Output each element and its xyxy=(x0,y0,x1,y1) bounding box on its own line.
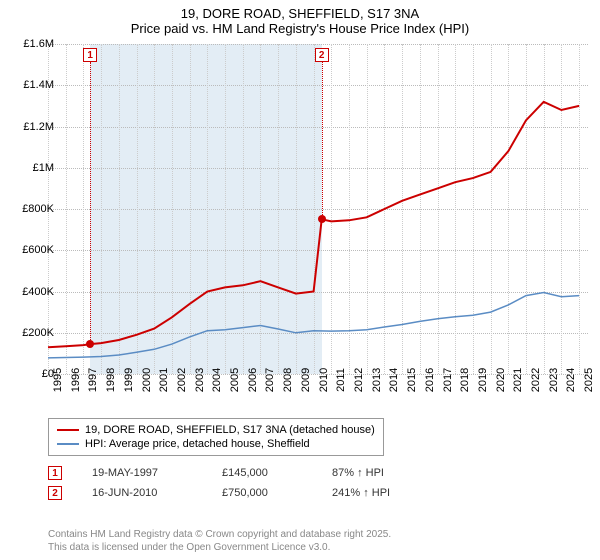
y-tick-label: £800K xyxy=(22,203,54,215)
sale-marker-badge: 2 xyxy=(48,486,62,500)
sale-hpi-delta: 241% ↑ HPI xyxy=(332,487,422,499)
x-tick-label: 2009 xyxy=(300,368,312,392)
x-tick-label: 2025 xyxy=(583,368,595,392)
sale-price: £750,000 xyxy=(222,487,302,499)
x-tick-label: 2004 xyxy=(211,368,223,392)
x-tick-label: 1996 xyxy=(70,368,82,392)
x-tick-label: 2003 xyxy=(194,368,206,392)
x-tick-label: 2018 xyxy=(459,368,471,392)
x-tick-label: 2011 xyxy=(335,368,347,392)
footer-line: This data is licensed under the Open Gov… xyxy=(48,541,391,554)
y-tick-label: £200K xyxy=(22,327,54,339)
sale-date: 19-MAY-1997 xyxy=(92,467,192,479)
y-tick-label: £400K xyxy=(22,286,54,298)
sale-marker-badge: 1 xyxy=(48,466,62,480)
x-tick-label: 2000 xyxy=(141,368,153,392)
x-tick-label: 1998 xyxy=(105,368,117,392)
sale-record-row: 1 19-MAY-1997 £145,000 87% ↑ HPI xyxy=(48,466,422,480)
x-tick-label: 2010 xyxy=(318,368,330,392)
x-tick-label: 2015 xyxy=(406,368,418,392)
x-tick-label: 2007 xyxy=(264,368,276,392)
legend-swatch xyxy=(57,443,79,445)
x-tick-label: 2024 xyxy=(565,368,577,392)
chart-lines xyxy=(48,44,588,374)
x-tick-label: 1999 xyxy=(123,368,135,392)
legend-swatch xyxy=(57,429,79,431)
x-tick-label: 2001 xyxy=(158,368,170,392)
x-tick-label: 2021 xyxy=(512,368,524,392)
x-tick-label: 2012 xyxy=(353,368,365,392)
legend-row: 19, DORE ROAD, SHEFFIELD, S17 3NA (detac… xyxy=(57,423,375,437)
sale-marker-flag: 2 xyxy=(315,48,329,62)
x-tick-label: 1995 xyxy=(52,368,64,392)
sale-price: £145,000 xyxy=(222,467,302,479)
sale-records: 1 19-MAY-1997 £145,000 87% ↑ HPI 2 16-JU… xyxy=(48,466,422,506)
sale-marker-flag: 1 xyxy=(83,48,97,62)
legend-row: HPI: Average price, detached house, Shef… xyxy=(57,437,375,451)
chart-area: 12 xyxy=(48,44,588,374)
sale-date: 16-JUN-2010 xyxy=(92,487,192,499)
y-tick-label: £600K xyxy=(22,244,54,256)
legend-label: HPI: Average price, detached house, Shef… xyxy=(85,438,310,450)
legend: 19, DORE ROAD, SHEFFIELD, S17 3NA (detac… xyxy=(48,418,384,456)
x-tick-label: 2008 xyxy=(282,368,294,392)
footer-line: Contains HM Land Registry data © Crown c… xyxy=(48,528,391,541)
x-tick-label: 2006 xyxy=(247,368,259,392)
title-block: 19, DORE ROAD, SHEFFIELD, S17 3NA Price … xyxy=(0,0,600,38)
y-tick-label: £1.2M xyxy=(23,121,54,133)
x-tick-label: 2005 xyxy=(229,368,241,392)
y-tick-label: £1M xyxy=(33,162,54,174)
chart-container: 19, DORE ROAD, SHEFFIELD, S17 3NA Price … xyxy=(0,0,600,560)
x-tick-label: 2023 xyxy=(548,368,560,392)
x-tick-label: 2002 xyxy=(176,368,188,392)
x-tick-label: 2017 xyxy=(442,368,454,392)
legend-label: 19, DORE ROAD, SHEFFIELD, S17 3NA (detac… xyxy=(85,424,375,436)
x-tick-label: 2013 xyxy=(371,368,383,392)
x-tick-label: 2019 xyxy=(477,368,489,392)
title-line1: 19, DORE ROAD, SHEFFIELD, S17 3NA xyxy=(0,6,600,21)
x-tick-label: 2022 xyxy=(530,368,542,392)
x-tick-label: 1997 xyxy=(87,368,99,392)
x-tick-label: 2016 xyxy=(424,368,436,392)
x-tick-label: 2020 xyxy=(495,368,507,392)
x-tick-label: 2014 xyxy=(388,368,400,392)
title-line2: Price paid vs. HM Land Registry's House … xyxy=(0,21,600,36)
attribution-footer: Contains HM Land Registry data © Crown c… xyxy=(48,528,391,554)
y-tick-label: £1.4M xyxy=(23,79,54,91)
sale-hpi-delta: 87% ↑ HPI xyxy=(332,467,422,479)
y-tick-label: £1.6M xyxy=(23,38,54,50)
sale-record-row: 2 16-JUN-2010 £750,000 241% ↑ HPI xyxy=(48,486,422,500)
